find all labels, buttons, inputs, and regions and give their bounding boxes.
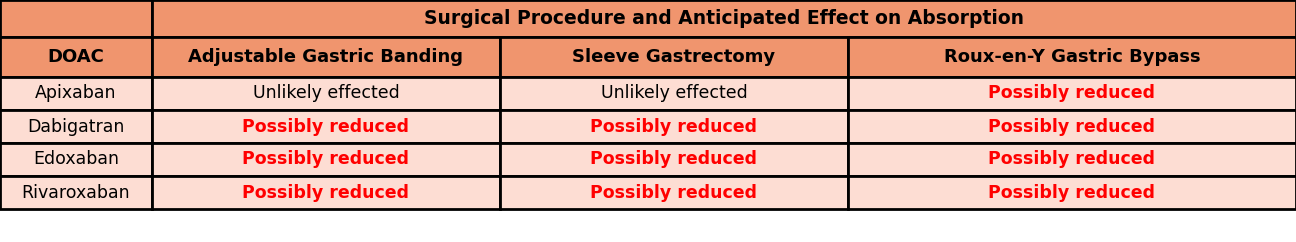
Bar (500, 77, 848, 110)
Bar (848, 37, 1296, 77)
Bar (152, 37, 500, 77)
Text: Possibly reduced: Possibly reduced (242, 118, 410, 136)
Text: Apixaban: Apixaban (35, 84, 117, 103)
Bar (0, 77, 152, 110)
Text: Possibly reduced: Possibly reduced (989, 118, 1156, 136)
Text: Edoxaban: Edoxaban (32, 151, 119, 168)
Bar (152, 0, 1296, 37)
Text: Possibly reduced: Possibly reduced (989, 84, 1156, 103)
Bar (152, 176, 500, 209)
Bar (500, 110, 848, 143)
Text: Unlikely effected: Unlikely effected (600, 84, 748, 103)
Text: Adjustable Gastric Banding: Adjustable Gastric Banding (188, 48, 464, 66)
Text: Surgical Procedure and Anticipated Effect on Absorption: Surgical Procedure and Anticipated Effec… (424, 9, 1024, 28)
Bar (152, 77, 500, 110)
Text: Possibly reduced: Possibly reduced (989, 151, 1156, 168)
Text: DOAC: DOAC (48, 48, 105, 66)
Bar (500, 143, 848, 176)
Text: Possibly reduced: Possibly reduced (989, 183, 1156, 202)
Bar (848, 143, 1296, 176)
Text: Roux-en-Y Gastric Bypass: Roux-en-Y Gastric Bypass (943, 48, 1200, 66)
Bar (0, 143, 152, 176)
Text: Possibly reduced: Possibly reduced (591, 183, 757, 202)
Bar (500, 37, 848, 77)
Bar (152, 143, 500, 176)
Bar (0, 0, 152, 37)
Bar (848, 77, 1296, 110)
Text: Possibly reduced: Possibly reduced (242, 151, 410, 168)
Bar (848, 176, 1296, 209)
Bar (0, 110, 152, 143)
Bar (0, 176, 152, 209)
Bar (848, 110, 1296, 143)
Text: Possibly reduced: Possibly reduced (242, 183, 410, 202)
Bar (0, 37, 152, 77)
Text: Possibly reduced: Possibly reduced (591, 151, 757, 168)
Text: Sleeve Gastrectomy: Sleeve Gastrectomy (573, 48, 775, 66)
Bar (500, 176, 848, 209)
Bar (152, 110, 500, 143)
Text: Rivaroxaban: Rivaroxaban (22, 183, 131, 202)
Text: Unlikely effected: Unlikely effected (253, 84, 399, 103)
Text: Dabigatran: Dabigatran (27, 118, 124, 136)
Text: Possibly reduced: Possibly reduced (591, 118, 757, 136)
